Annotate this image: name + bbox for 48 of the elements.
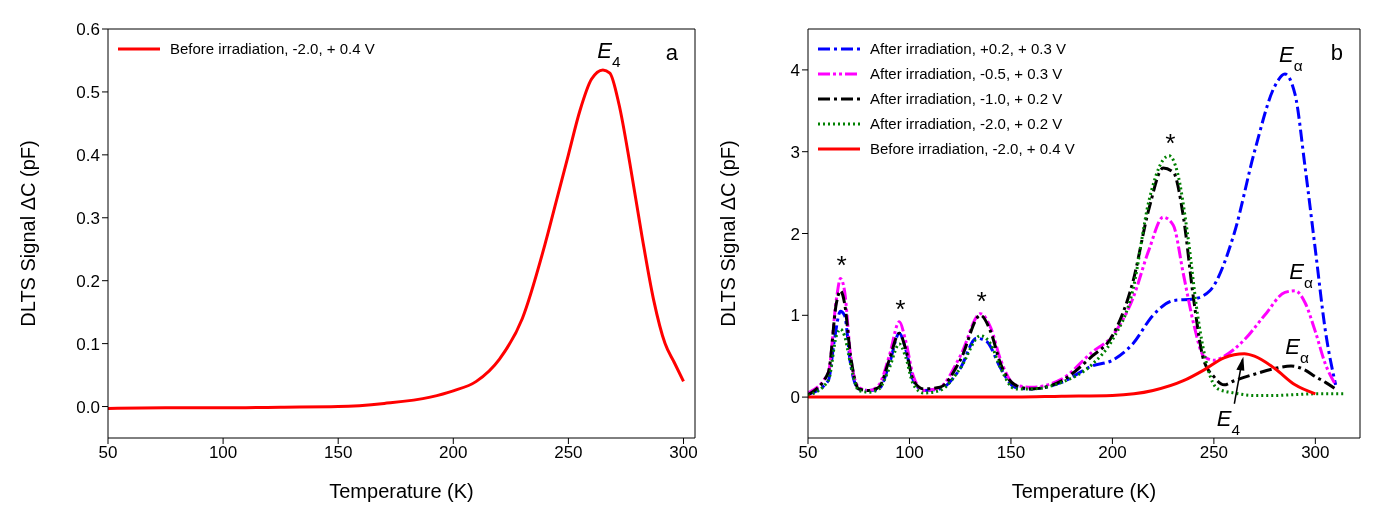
line-series (808, 215, 1338, 395)
y-tick-label: 3 (790, 142, 800, 162)
x-tick-label: 300 (1301, 443, 1330, 463)
x-tick-label: 200 (439, 443, 468, 463)
annotation: E$_{α}$ (1285, 334, 1309, 366)
x-tick-label: 150 (996, 443, 1026, 463)
y-tick-label: 0.1 (76, 334, 100, 354)
annotation: * (975, 285, 987, 316)
y-tick-label: 0.4 (76, 145, 100, 165)
y-tick-label: 2 (790, 224, 800, 244)
legend-label: Before irradiation, -2.0, + 0.4 V (170, 40, 375, 57)
x-tick-label: 250 (554, 443, 583, 463)
x-tick-label: 50 (798, 443, 818, 463)
annotation: E$_{α}$ (1279, 41, 1303, 74)
annotation: * (894, 293, 906, 324)
x-tick-label: 250 (1199, 443, 1229, 463)
legend-label: Before irradiation, -2.0, + 0.4 V (870, 140, 1075, 157)
annotation: E$_{4}$ (1216, 405, 1241, 438)
line-series (808, 352, 1317, 399)
annotation: * (835, 250, 847, 281)
y-tick-label: 0.2 (76, 271, 100, 291)
legend-label: After irradiation, -1.0, + 0.2 V (870, 90, 1063, 107)
annotation: a (665, 40, 678, 66)
y-tick-label: 1 (790, 306, 800, 326)
legend-label: After irradiation, -0.5, + 0.3 V (870, 65, 1063, 82)
legend-label: After irradiation, -2.0, + 0.2 V (870, 115, 1063, 132)
x-tick-label: 200 (1098, 443, 1127, 463)
annotation: * (1164, 127, 1176, 158)
x-tick-label: 50 (98, 443, 118, 463)
x-tick-label: 100 (208, 443, 238, 463)
x-axis-title: Temperature (K) (329, 480, 474, 502)
y-tick-label: 0.3 (76, 208, 100, 228)
line-series (108, 68, 685, 410)
annotation: E$_{4}$ (597, 37, 621, 70)
x-axis-title: Temperature (K) (1011, 480, 1157, 502)
y-tick-label: 0.6 (76, 20, 100, 40)
x-tick-label: 300 (669, 443, 698, 463)
x-tick-label: 100 (895, 443, 924, 463)
y-tick-label: 0.5 (76, 82, 100, 102)
annotation: b (1330, 40, 1343, 66)
annotation: E$_{α}$ (1289, 258, 1313, 291)
y-tick-label: 4 (790, 60, 800, 80)
x-tick-label: 150 (324, 443, 353, 463)
y-axis-title: DLTS Signal ΔC (pF) (717, 140, 740, 327)
y-tick-label: 0.0 (76, 397, 100, 417)
legend-label: After irradiation, +0.2, + 0.3 V (870, 40, 1066, 57)
y-tick-label: 0 (790, 388, 800, 408)
y-axis-title: DLTS Signal ΔC (pF) (17, 140, 40, 327)
